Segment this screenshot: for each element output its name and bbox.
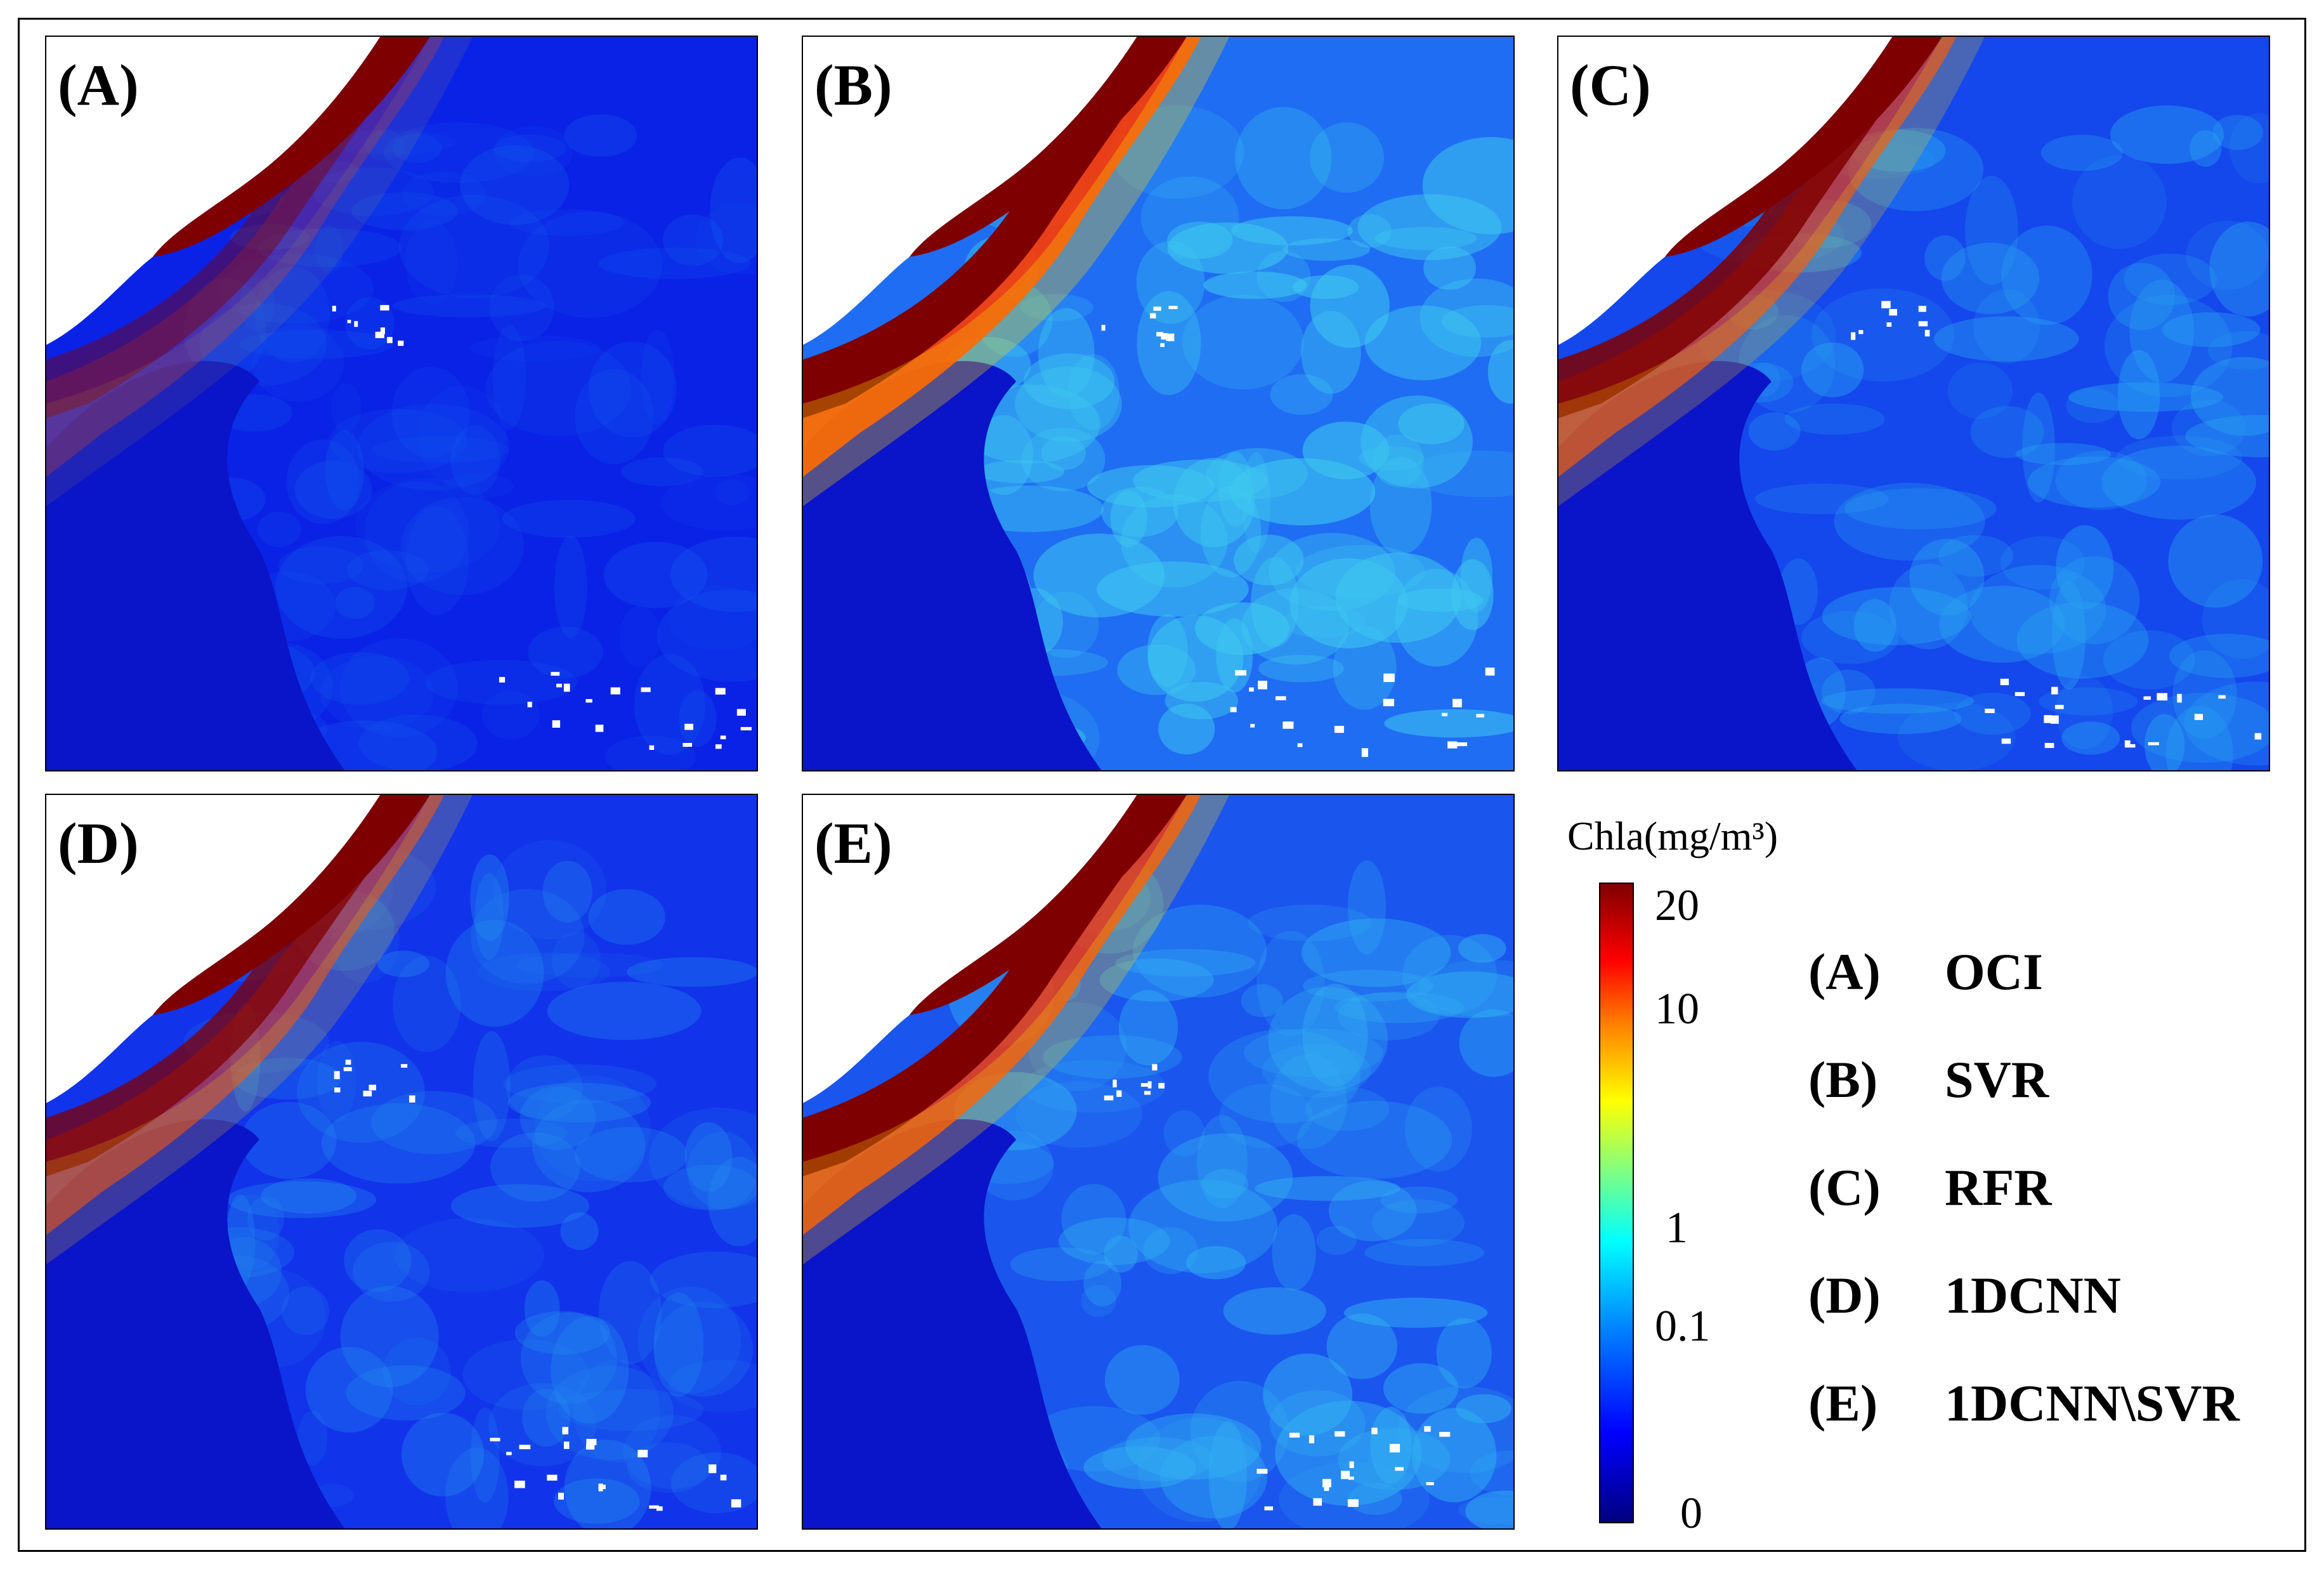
colorbar-tick: 20: [1655, 881, 1699, 930]
legend-key: (D): [1808, 1266, 1881, 1324]
map-panel-d: (D): [45, 794, 758, 1530]
colorbar-tick: 10: [1655, 985, 1699, 1034]
map-panel-a: (A): [45, 36, 758, 771]
legend-item: (E) 1DCNN\SVR: [1808, 1377, 2240, 1429]
legend-name: RFR: [1945, 1159, 2052, 1216]
chla-map-a: [46, 37, 757, 770]
panel-label-e: (E): [814, 811, 892, 876]
colorbar-tick: 0.1: [1655, 1302, 1711, 1351]
chla-map-d: [46, 795, 757, 1528]
legend-name: SVR: [1945, 1051, 2049, 1108]
legend-key: (B): [1808, 1051, 1878, 1108]
panel-label-c: (C): [1570, 53, 1651, 117]
legend-name: 1DCNN\SVR: [1945, 1374, 2240, 1432]
colorbar-tick: 1: [1666, 1204, 1688, 1252]
chla-map-b: [803, 37, 1513, 770]
map-panel-b: (B): [802, 36, 1515, 771]
legend-key: (C): [1808, 1159, 1881, 1216]
chla-map-e: [803, 795, 1513, 1528]
colorbar: [1599, 883, 1634, 1523]
legend-name: 1DCNN: [1945, 1266, 2121, 1324]
figure-frame: (A) (B) (C) (D) (E) Chla(mg/m³) 20 10 1 …: [18, 18, 2306, 1552]
panel-label-b: (B): [814, 53, 892, 117]
panel-label-d: (D): [58, 811, 139, 876]
legend-key: (E): [1808, 1374, 1878, 1432]
colorbar-title: Chla(mg/m³): [1567, 813, 1779, 858]
colorbar-tick: 0: [1680, 1489, 1702, 1538]
map-panel-e: (E): [802, 794, 1515, 1530]
legend-name: OCI: [1945, 943, 2043, 1001]
chla-map-c: [1558, 37, 2269, 770]
panel-label-a: (A): [58, 53, 139, 117]
legend-item: (D) 1DCNN: [1808, 1270, 2121, 1322]
legend-item: (B) SVR: [1808, 1054, 2049, 1106]
legend-item: (C) RFR: [1808, 1162, 2052, 1214]
legend-item: (A) OCI: [1808, 946, 2043, 998]
legend-key: (A): [1808, 943, 1881, 1001]
map-panel-c: (C): [1557, 36, 2270, 771]
